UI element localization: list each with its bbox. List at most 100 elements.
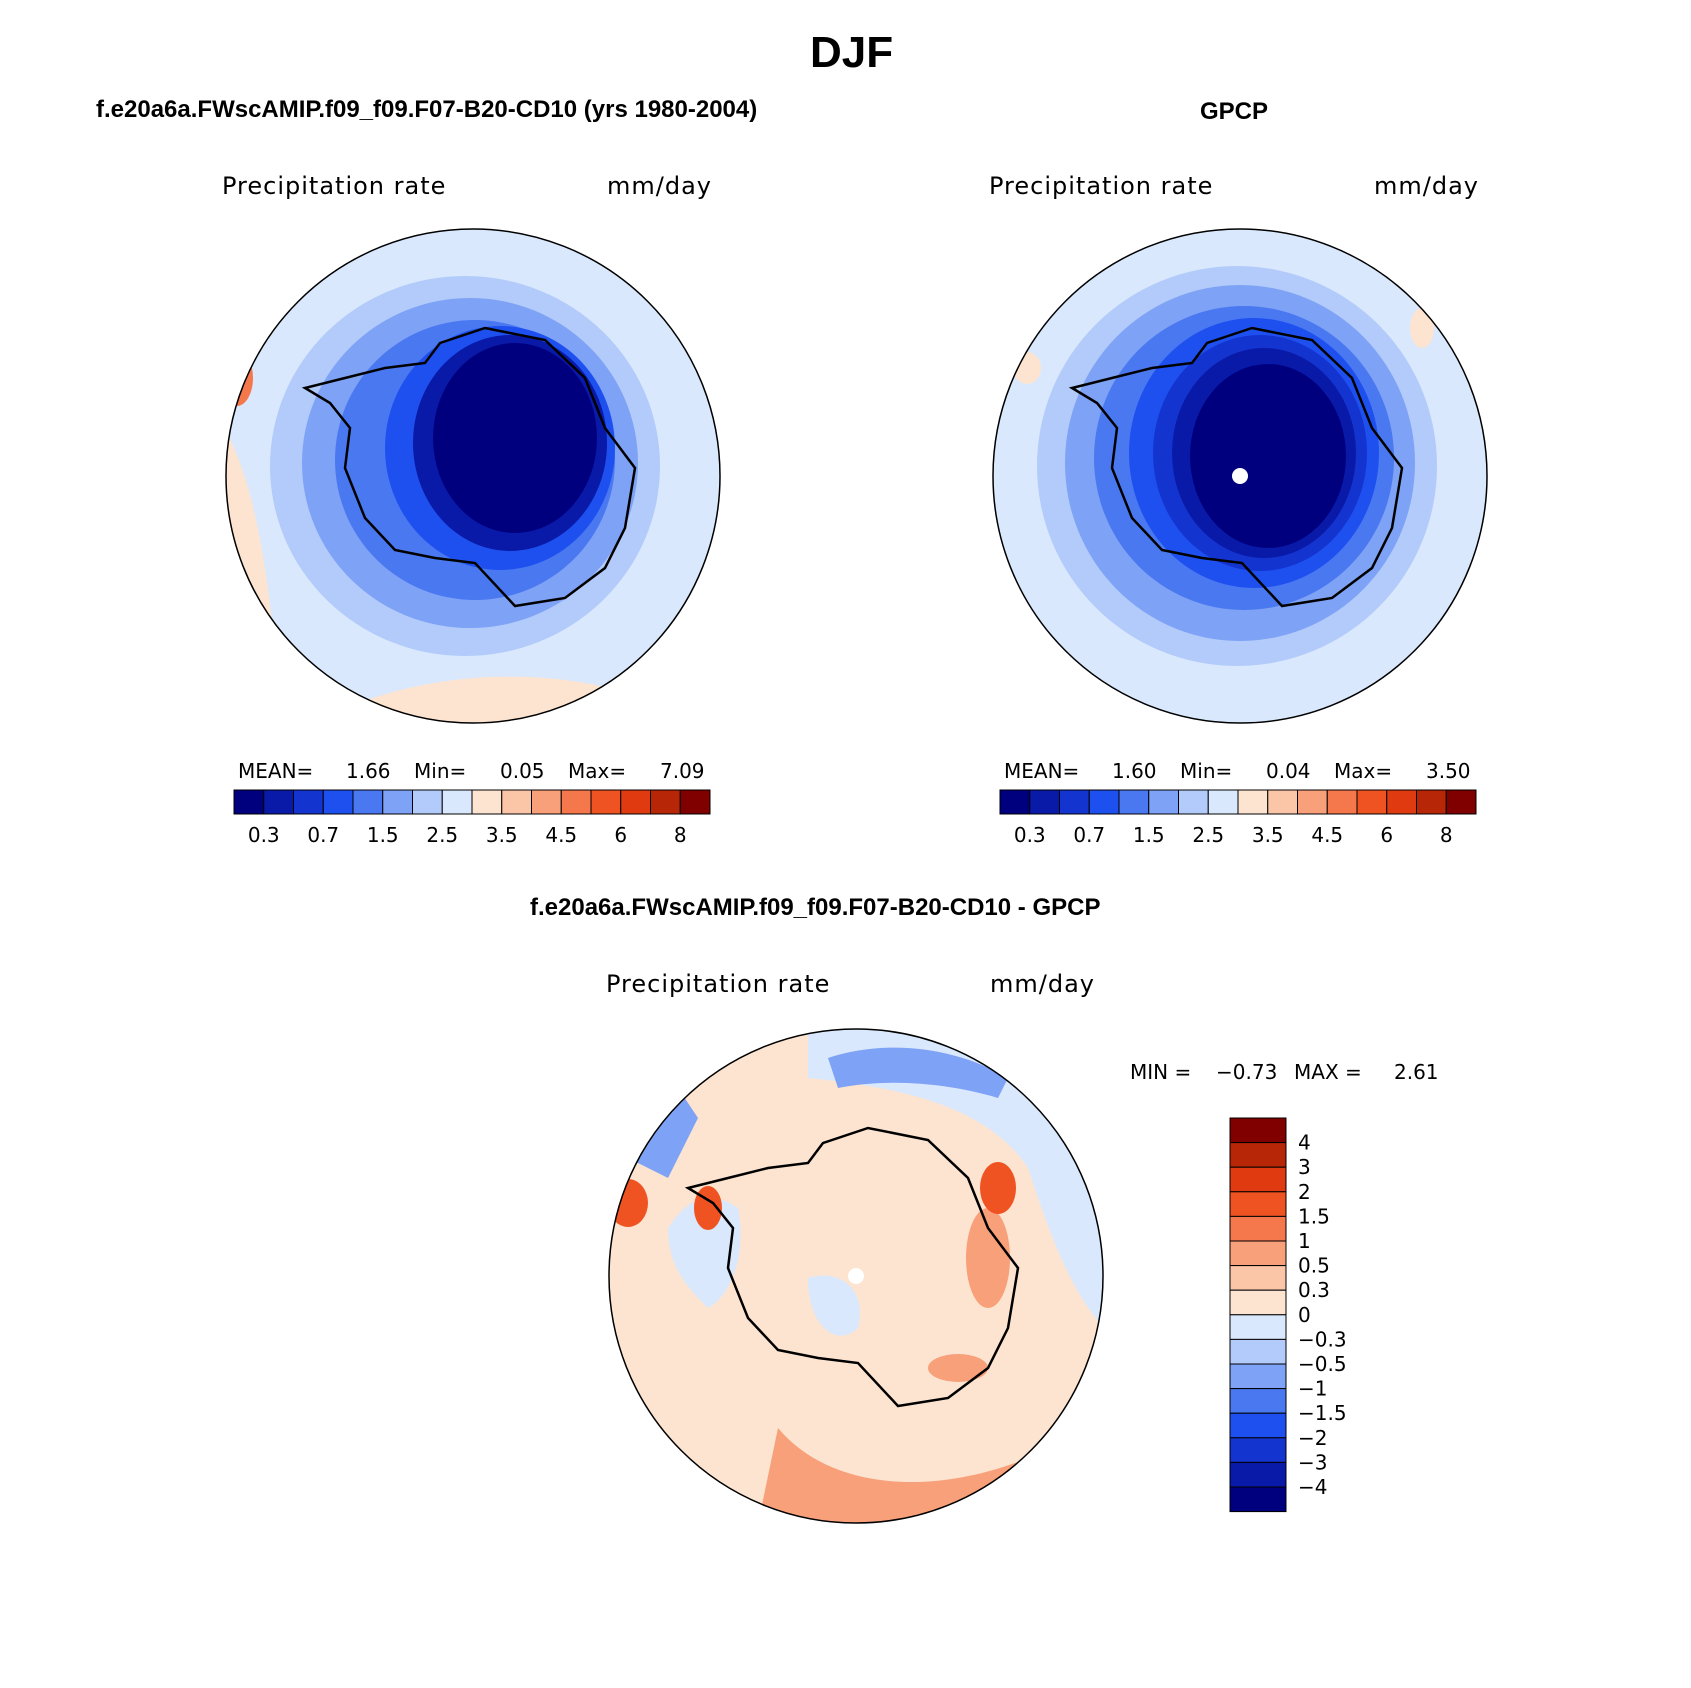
obs-colorbar-tick-label: 4.5 xyxy=(1311,823,1343,847)
diff-colorbar-tick-label: −4 xyxy=(1298,1475,1327,1499)
obs-colorbar-swatch xyxy=(1148,789,1179,815)
diff-colorbar-swatch xyxy=(1229,1142,1287,1168)
diff-colorbar-tick-label: −1.5 xyxy=(1298,1401,1347,1425)
model-colorbar-swatch xyxy=(471,789,503,815)
model-map-border xyxy=(225,228,721,724)
diff-antarctica-coastline xyxy=(684,1126,1020,1408)
diff-colorbar-swatch xyxy=(1229,1412,1287,1439)
diff-colorbar-tick-label: −3 xyxy=(1298,1450,1327,1474)
model-colorbar-tick-label: 2.5 xyxy=(426,823,458,847)
model-panel-title: f.e20a6a.FWscAMIP.f09_f09.F07-B20-CD10 (… xyxy=(96,96,758,123)
diff-min-label: MIN = xyxy=(1130,1060,1192,1084)
model-colorbar-tick-label: 4.5 xyxy=(545,823,577,847)
model-polar-map xyxy=(225,228,721,724)
obs-colorbar: 0.3 0.7 1.5 2.5 3.5 4.5 6 8 xyxy=(999,789,1477,847)
obs-map-border xyxy=(992,228,1488,724)
diff-colorbar-tick-label: 0 xyxy=(1298,1303,1311,1327)
diff-colorbar-swatch xyxy=(1229,1486,1287,1513)
model-colorbar-swatch xyxy=(650,789,681,815)
obs-mean-label: MEAN= xyxy=(1004,759,1080,783)
model-colorbar-swatch xyxy=(322,789,354,815)
model-colorbar-swatch xyxy=(382,789,413,815)
model-colorbar-tick-label: 0.7 xyxy=(307,823,339,847)
diff-max-label: MAX = xyxy=(1294,1060,1362,1084)
obs-colorbar-swatch xyxy=(1297,789,1328,815)
diff-colorbar-tick-label: 0.5 xyxy=(1298,1254,1330,1278)
obs-colorbar-swatch xyxy=(1207,789,1239,815)
diff-colorbar-swatch xyxy=(1229,1437,1287,1463)
obs-colorbar-swatch xyxy=(1178,789,1209,815)
page-title: DJF xyxy=(810,28,894,77)
model-colorbar-swatch xyxy=(620,789,651,815)
diff-colorbar-tick-label: 1 xyxy=(1298,1229,1311,1253)
diff-colorbar-swatch xyxy=(1229,1289,1287,1316)
model-colorbar-swatch xyxy=(263,789,294,815)
obs-max-value: 3.50 xyxy=(1426,759,1471,783)
diff-colorbar-swatch xyxy=(1229,1166,1287,1193)
diff-max-value: 2.61 xyxy=(1394,1060,1439,1084)
obs-field-label: Precipitation rate xyxy=(989,172,1214,200)
obs-colorbar-swatch xyxy=(1118,789,1150,815)
model-colorbar-swatch xyxy=(560,789,592,815)
obs-colorbar-tick-label: 1.5 xyxy=(1133,823,1165,847)
model-min-label: Min= xyxy=(414,759,467,783)
diff-panel-title: f.e20a6a.FWscAMIP.f09_f09.F07-B20-CD10 -… xyxy=(530,894,1101,921)
diff-colorbar-tick-label: 1.5 xyxy=(1298,1204,1330,1228)
diff-field-label: Precipitation rate xyxy=(606,970,831,998)
diff-colorbar-tick-label: 2 xyxy=(1298,1180,1311,1204)
obs-colorbar-swatch xyxy=(1386,789,1417,815)
obs-colorbar-tick-label: 0.3 xyxy=(1014,823,1046,847)
model-colorbar-swatch xyxy=(501,789,532,815)
obs-pole-marker xyxy=(1232,468,1248,484)
diff-colorbar-tick-label: 4 xyxy=(1298,1131,1311,1155)
obs-colorbar-swatch xyxy=(1445,789,1477,815)
obs-panel-title: GPCP xyxy=(1200,98,1269,125)
model-max-value: 7.09 xyxy=(660,759,705,783)
obs-colorbar-swatch xyxy=(1059,789,1090,815)
diff-colorbar-tick-label: −0.5 xyxy=(1298,1352,1347,1376)
obs-min-label: Min= xyxy=(1180,759,1233,783)
model-colorbar-swatch xyxy=(679,789,711,815)
obs-colorbar-swatch xyxy=(1267,789,1298,815)
obs-mean-value: 1.60 xyxy=(1112,759,1157,783)
diff-pole-marker xyxy=(848,1268,864,1284)
diff-colorbar-tick-label: 0.3 xyxy=(1298,1278,1330,1302)
diff-colorbar-swatch xyxy=(1229,1388,1287,1414)
model-field-label: Precipitation rate xyxy=(222,172,447,200)
diff-colorbar-swatch xyxy=(1229,1265,1287,1291)
obs-min-value: 0.04 xyxy=(1266,759,1311,783)
diff-colorbar-tick-label: −1 xyxy=(1298,1377,1327,1401)
diff-colorbar-tick-label: −2 xyxy=(1298,1426,1327,1450)
obs-colorbar-swatch xyxy=(1326,789,1358,815)
obs-colorbar-tick-label: 2.5 xyxy=(1192,823,1224,847)
diff-colorbar-swatch xyxy=(1229,1461,1287,1488)
obs-colorbar-swatch xyxy=(1029,789,1060,815)
model-mean-value: 1.66 xyxy=(346,759,391,783)
diff-map-border xyxy=(608,1028,1104,1524)
model-colorbar: 0.3 0.7 1.5 2.5 3.5 4.5 6 8 xyxy=(233,789,711,847)
model-colorbar-tick-label: 1.5 xyxy=(367,823,399,847)
diff-colorbar-tick-label: −0.3 xyxy=(1298,1327,1347,1351)
obs-antarctica-coastline xyxy=(1068,326,1404,608)
diff-colorbar-swatch xyxy=(1229,1363,1287,1390)
obs-colorbar-tick-label: 0.7 xyxy=(1073,823,1105,847)
model-min-value: 0.05 xyxy=(500,759,545,783)
diff-colorbar-swatch xyxy=(1229,1338,1287,1365)
obs-colorbar-swatch xyxy=(1088,789,1120,815)
obs-colorbar-swatch xyxy=(1237,789,1269,815)
model-colorbar-swatch xyxy=(590,789,622,815)
diff-colorbar-tick-label: 3 xyxy=(1298,1155,1311,1179)
model-colorbar-swatch xyxy=(293,789,324,815)
obs-colorbar-swatch xyxy=(1416,789,1447,815)
model-colorbar-swatch xyxy=(233,789,265,815)
obs-colorbar-tick-label: 6 xyxy=(1380,823,1393,847)
model-colorbar-swatch xyxy=(441,789,473,815)
diff-colorbar-swatch xyxy=(1229,1117,1287,1144)
diff-colorbar-swatch xyxy=(1229,1314,1287,1340)
diff-colorbar-swatch xyxy=(1229,1215,1287,1242)
obs-colorbar-tick-label: 8 xyxy=(1440,823,1453,847)
obs-colorbar-swatch xyxy=(999,789,1031,815)
model-max-label: Max= xyxy=(568,759,627,783)
model-colorbar-swatch xyxy=(352,789,384,815)
